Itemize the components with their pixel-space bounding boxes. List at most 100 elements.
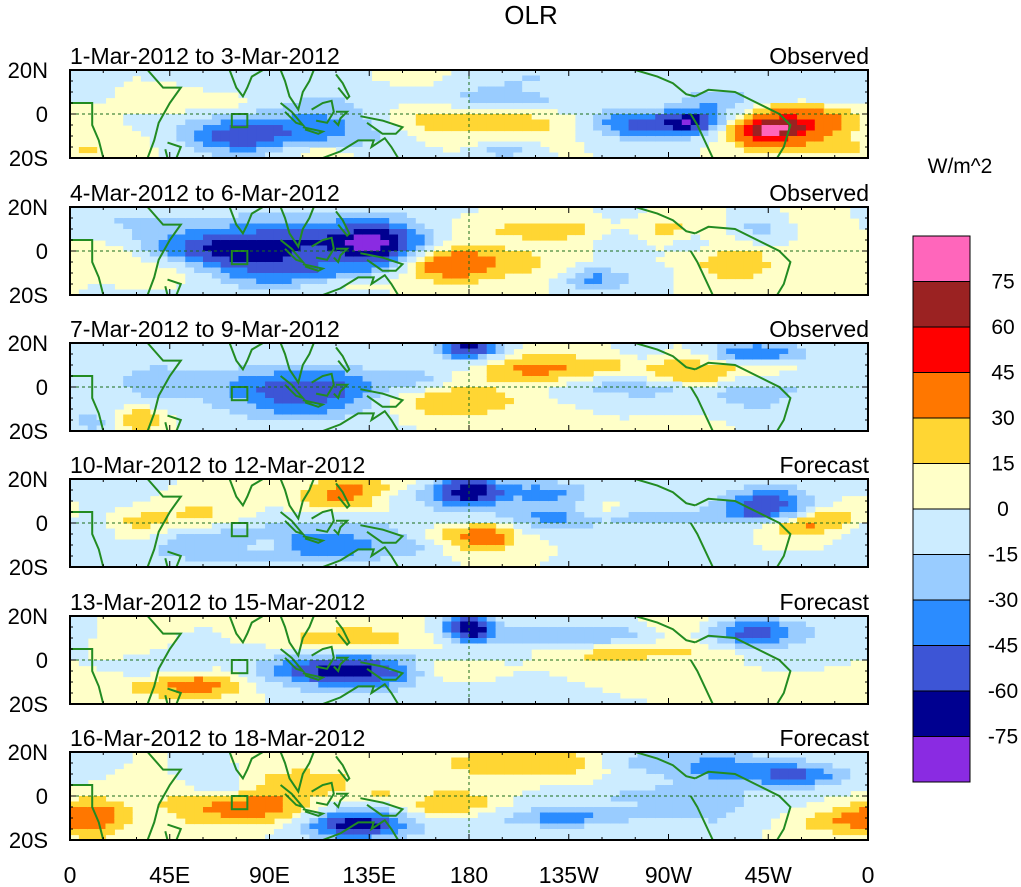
anomaly-cell <box>522 517 532 524</box>
anomaly-cell <box>433 348 443 355</box>
anomaly-cell <box>362 561 373 567</box>
anomaly-cell <box>566 556 576 563</box>
anomaly-cell <box>353 92 364 99</box>
anomaly-cell <box>256 136 266 143</box>
anomaly-cell <box>398 136 408 143</box>
anomaly-cell <box>327 278 337 285</box>
anomaly-cell <box>628 256 639 263</box>
anomaly-cell <box>203 534 213 541</box>
anomaly-cell <box>265 654 275 661</box>
anomaly-cell <box>78 147 89 154</box>
anomaly-cell <box>336 545 346 552</box>
anomaly-cell <box>140 365 151 372</box>
anomaly-cell <box>265 86 275 93</box>
anomaly-cell <box>149 359 160 366</box>
anomaly-cell <box>602 550 612 557</box>
anomaly-cell <box>504 92 514 99</box>
anomaly-cell <box>203 627 213 634</box>
anomaly-cell <box>788 70 798 77</box>
anomaly-cell <box>344 119 355 126</box>
anomaly-cell <box>566 561 576 567</box>
anomaly-cell <box>469 278 479 285</box>
y-tick-label: 20N <box>8 331 48 356</box>
anomaly-cell <box>362 414 373 421</box>
anomaly-cell <box>211 343 222 350</box>
anomaly-cell <box>291 343 302 350</box>
anomaly-cell <box>690 387 701 394</box>
anomaly-cell <box>735 256 745 263</box>
anomaly-cell <box>619 125 630 132</box>
anomaly-cell <box>832 97 842 104</box>
anomaly-cell <box>185 632 195 639</box>
anomaly-cell <box>96 501 107 508</box>
coastline <box>333 519 350 536</box>
anomaly-cell <box>309 698 319 704</box>
anomaly-cell <box>575 359 585 366</box>
anomaly-cell <box>371 523 381 530</box>
anomaly-cell <box>353 403 364 410</box>
anomaly-cell <box>832 545 842 552</box>
anomaly-cell <box>362 75 373 82</box>
anomaly-cell <box>655 398 665 405</box>
anomaly-cell <box>300 70 310 77</box>
anomaly-cell <box>70 550 80 557</box>
anomaly-cell <box>87 234 98 241</box>
anomaly-cell <box>336 103 346 110</box>
panel-kind-label: Observed <box>769 316 869 342</box>
anomaly-cell <box>460 495 470 502</box>
anomaly-cell <box>415 545 426 552</box>
anomaly-cell <box>247 256 257 263</box>
coastline <box>360 388 405 408</box>
anomaly-cell <box>398 528 408 535</box>
anomaly-cell <box>628 484 639 491</box>
anomaly-cell <box>158 147 169 154</box>
anomaly-cell <box>522 365 532 372</box>
anomaly-cell <box>548 289 559 295</box>
anomaly-cell <box>291 81 302 88</box>
anomaly-cell <box>424 125 435 132</box>
anomaly-cell <box>344 671 355 678</box>
anomaly-cell <box>273 256 284 263</box>
anomaly-cell <box>619 136 630 143</box>
anomaly-cell <box>504 229 514 236</box>
anomaly-cell <box>637 114 647 121</box>
anomaly-cell <box>477 119 488 126</box>
anomaly-cell <box>859 550 868 557</box>
anomaly-cell <box>149 387 160 394</box>
anomaly-cell <box>185 654 195 661</box>
anomaly-cell <box>362 229 373 236</box>
anomaly-cell <box>353 136 364 143</box>
anomaly-cell <box>477 354 488 361</box>
anomaly-cell <box>593 409 603 416</box>
anomaly-cell <box>717 556 727 563</box>
anomaly-cell <box>318 207 328 214</box>
anomaly-cell <box>424 97 435 104</box>
anomaly-cell <box>460 398 470 405</box>
anomaly-cell <box>211 398 222 405</box>
anomaly-cell <box>273 665 284 672</box>
anomaly-cell <box>513 119 523 126</box>
anomaly-cell <box>646 392 656 399</box>
anomaly-cell <box>211 539 222 546</box>
anomaly-cell <box>717 70 727 77</box>
anomaly-cell <box>291 556 302 563</box>
anomaly-cell <box>247 240 257 247</box>
anomaly-cell <box>265 414 275 421</box>
anomaly-cell <box>185 506 195 513</box>
anomaly-cell <box>238 245 248 252</box>
anomaly-cell <box>486 398 497 405</box>
anomaly-cell <box>140 484 151 491</box>
anomaly-cell <box>389 92 399 99</box>
anomaly-cell <box>610 556 621 563</box>
anomaly-cell <box>690 501 701 508</box>
anomaly-cell <box>140 125 151 132</box>
anomaly-cell <box>194 229 204 236</box>
anomaly-cell <box>273 234 284 241</box>
anomaly-cell <box>415 114 426 121</box>
anomaly-cell <box>442 490 452 497</box>
anomaly-cell <box>229 528 240 535</box>
anomaly-cell <box>726 262 736 269</box>
anomaly-cell <box>176 223 186 230</box>
anomaly-cell <box>318 654 328 661</box>
